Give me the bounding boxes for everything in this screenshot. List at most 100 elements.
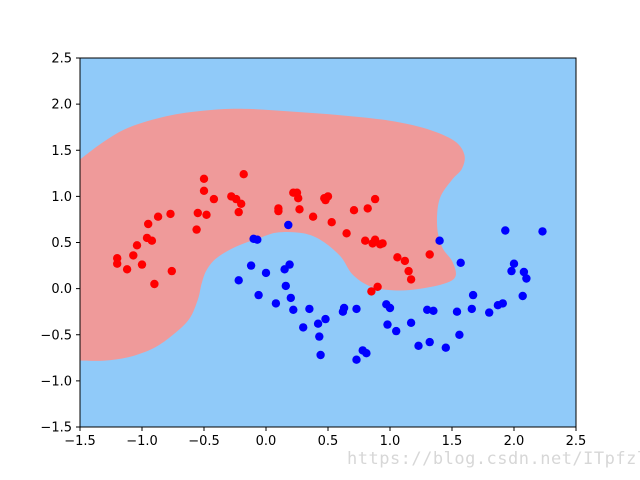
data-point-series-1 — [305, 304, 314, 314]
data-point-series-1 — [284, 220, 293, 230]
data-point-series-1 — [352, 304, 361, 314]
data-point-series-1 — [501, 226, 510, 235]
data-point-series-1 — [299, 323, 308, 332]
data-point-series-0 — [239, 170, 248, 179]
data-point-series-1 — [281, 281, 290, 291]
x-tick-label: −1.5 — [64, 434, 96, 449]
y-tick-label: 1.0 — [51, 190, 72, 205]
data-point-series-1 — [441, 343, 450, 352]
data-point-series-1 — [385, 303, 395, 313]
data-point-series-1 — [406, 318, 416, 327]
data-point-series-1 — [468, 290, 478, 300]
data-point-series-0 — [166, 209, 175, 219]
data-point-series-1 — [234, 276, 243, 285]
data-point-series-0 — [404, 266, 413, 276]
data-point-series-1 — [429, 306, 438, 315]
data-point-series-1 — [425, 337, 434, 347]
data-point-series-0 — [342, 229, 351, 238]
x-axis: −1.5 −1.0 −0.5 0.0 0.5 1.0 1.5 2.0 2.5 — [64, 427, 586, 449]
scatter-points — [113, 170, 547, 364]
class-0-decision-region — [80, 108, 465, 361]
data-point-series-0 — [192, 225, 201, 234]
data-point-series-0 — [294, 194, 303, 203]
data-point-series-0 — [147, 236, 157, 245]
data-point-series-1 — [435, 236, 444, 245]
data-point-series-1 — [289, 305, 298, 314]
data-point-series-0 — [122, 265, 132, 274]
data-point-series-0 — [234, 207, 243, 217]
data-point-series-0 — [400, 256, 410, 266]
x-tick-label: 1.5 — [442, 434, 463, 449]
data-point-series-1 — [383, 320, 392, 329]
data-point-series-1 — [452, 307, 462, 316]
data-point-series-0 — [327, 218, 336, 227]
data-point-series-1 — [467, 304, 476, 314]
data-point-series-0 — [153, 212, 163, 221]
x-tick-label: 0.5 — [318, 434, 339, 449]
data-point-series-1 — [313, 319, 323, 328]
data-point-series-0 — [349, 206, 359, 215]
data-point-series-1 — [423, 305, 432, 314]
data-point-series-1 — [316, 350, 325, 360]
data-point-series-1 — [518, 291, 527, 301]
data-point-series-0 — [323, 192, 333, 201]
data-point-series-0 — [237, 199, 246, 208]
data-point-series-0 — [199, 186, 209, 195]
data-point-series-1 — [456, 258, 465, 267]
data-point-series-1 — [522, 274, 531, 283]
data-point-series-0 — [378, 239, 387, 248]
plot-area — [80, 58, 576, 427]
data-point-series-0 — [199, 174, 209, 183]
data-point-series-0 — [209, 194, 219, 204]
data-point-series-1 — [362, 349, 371, 358]
data-point-series-0 — [144, 219, 153, 229]
x-tick-label: −1.0 — [126, 434, 158, 449]
data-point-series-0 — [295, 205, 304, 214]
x-tick-label: 2.0 — [504, 434, 525, 449]
data-point-series-1 — [253, 235, 262, 244]
data-point-series-1 — [339, 303, 349, 313]
data-point-series-1 — [519, 267, 529, 277]
data-point-series-1 — [507, 266, 516, 276]
x-tick-label: −0.5 — [188, 434, 220, 449]
data-point-series-0 — [406, 275, 416, 284]
data-point-series-1 — [392, 326, 401, 336]
data-point-series-0 — [425, 250, 434, 259]
data-point-series-1 — [246, 261, 256, 270]
data-point-series-1 — [285, 260, 294, 269]
y-tick-label: 0.5 — [51, 236, 72, 251]
data-point-series-0 — [274, 206, 283, 216]
y-tick-label: 1.5 — [51, 144, 72, 159]
data-point-series-1 — [414, 341, 423, 350]
data-point-series-0 — [167, 266, 176, 276]
data-point-series-1 — [271, 299, 281, 308]
data-point-series-0 — [308, 212, 318, 221]
data-point-series-1 — [485, 308, 494, 317]
data-point-series-0 — [367, 287, 376, 296]
x-tick-label: 0.0 — [256, 434, 277, 449]
data-point-series-0 — [137, 260, 147, 269]
data-point-series-0 — [202, 210, 211, 219]
data-point-series-1 — [509, 259, 519, 268]
data-point-series-1 — [498, 299, 507, 308]
data-point-series-0 — [150, 279, 159, 289]
y-tick-label: −1.5 — [40, 421, 72, 436]
data-point-series-0 — [363, 204, 372, 213]
data-point-series-1 — [261, 268, 271, 278]
x-tick-label: 1.0 — [380, 434, 401, 449]
watermark: https://blog.csdn.net/ITpfzl — [347, 449, 640, 469]
y-tick-label: −0.5 — [40, 328, 72, 343]
y-tick-label: 2.0 — [51, 98, 72, 113]
y-tick-label: −1.0 — [40, 374, 72, 389]
data-point-series-0 — [361, 236, 370, 245]
y-tick-label: 2.5 — [51, 52, 72, 67]
data-point-series-0 — [193, 208, 202, 218]
data-point-series-0 — [370, 194, 380, 204]
data-point-series-0 — [132, 241, 142, 250]
x-tick-label: 2.5 — [566, 434, 587, 449]
data-point-series-1 — [538, 227, 547, 236]
y-axis: −1.5 −1.0 −0.5 0.0 0.5 1.0 1.5 2.0 2.5 — [40, 52, 80, 436]
data-point-series-1 — [455, 330, 464, 339]
data-point-series-0 — [113, 259, 122, 268]
